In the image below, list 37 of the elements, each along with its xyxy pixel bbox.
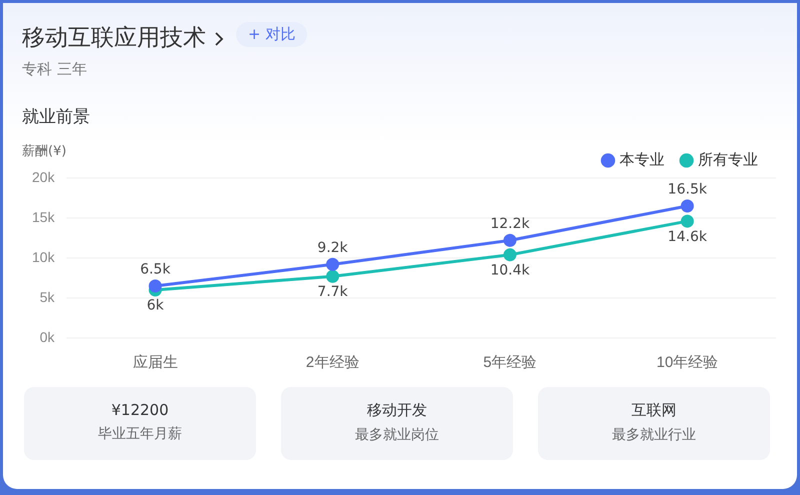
text: 最多就业岗位	[354, 426, 440, 444]
y-tick-label: 0k	[40, 328, 56, 345]
data-label: 10.4k	[490, 262, 530, 278]
data-label: 12.2k	[490, 216, 530, 232]
x-tick-label: 2年经验	[306, 354, 360, 372]
point	[503, 248, 516, 262]
y-tick-label: 5k	[40, 288, 56, 305]
data-label: 7.7k	[317, 284, 349, 300]
data-label: 16.5k	[668, 182, 708, 198]
y-tick-label: 20k	[32, 168, 56, 185]
text: 互联网	[630, 401, 678, 420]
x-tick-label: 10年经验	[656, 354, 718, 372]
text: 毕业五年月薪	[97, 425, 183, 443]
text: 就业前景	[22, 106, 90, 128]
text: 移动开发	[366, 401, 428, 420]
point	[680, 200, 694, 212]
chart-subtitle: 专科 三年	[22, 60, 87, 79]
y-axis-title: 薪酬(¥)	[22, 143, 66, 160]
x-tick-label: 应届生	[132, 354, 178, 372]
data-label: 9.2k	[317, 240, 349, 256]
legend-label: 所有专业	[698, 150, 758, 168]
y-tick-label: 15k	[32, 208, 56, 225]
chart-title: 移动互联应用技术	[22, 24, 206, 53]
y-tick-label: 10k	[32, 248, 56, 265]
legend-label: 本专业	[620, 150, 664, 168]
text: 最多就业行业	[611, 426, 697, 444]
point	[148, 280, 162, 292]
data-label: 14.6k	[668, 228, 708, 245]
point	[503, 234, 516, 247]
point	[326, 258, 340, 271]
point	[326, 270, 340, 283]
point	[680, 214, 694, 228]
x-tick-label: 5年经验	[483, 354, 537, 372]
text: ¥12200	[110, 401, 170, 419]
data-label: 6k	[146, 298, 165, 314]
text: + 对比	[236, 22, 308, 47]
data-label: 6.5k	[140, 262, 172, 278]
